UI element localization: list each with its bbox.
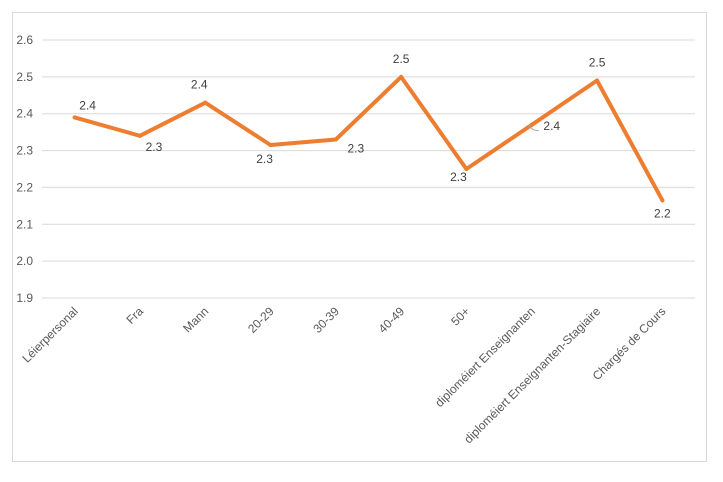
- data-point: [529, 122, 534, 127]
- y-tick-label: 1.9: [16, 291, 33, 305]
- x-tick-label: diploméiert Enseignanten-Stagiaire: [461, 304, 603, 446]
- data-label: 2.2: [654, 206, 671, 220]
- data-point: [333, 137, 338, 142]
- gridlines: [42, 39, 695, 299]
- x-tick-label: 20-29: [245, 304, 277, 336]
- data-point: [660, 198, 665, 203]
- series-layer: [72, 74, 665, 203]
- chart-frame: [12, 12, 707, 462]
- y-tick-label: 2.2: [16, 180, 33, 194]
- y-tick-label: 2.6: [16, 33, 33, 47]
- series-line: [72, 74, 665, 203]
- data-label: 2.4: [543, 119, 560, 133]
- y-tick-label: 2.4: [16, 107, 33, 121]
- data-label: 2.3: [348, 142, 365, 156]
- x-tick-label: Chargés de Cours: [590, 304, 669, 383]
- data-label: 2.3: [450, 170, 467, 184]
- y-tick-label: 2.1: [16, 217, 33, 231]
- y-axis-ticks: 1.9 2.0 2.1 2.2 2.3 2.4 2.5 2.6: [16, 33, 33, 305]
- x-tick-label: Mann: [180, 304, 211, 335]
- y-tick-label: 2.0: [16, 254, 33, 268]
- x-tick-label: 40-49: [376, 304, 408, 336]
- data-label: 2.3: [146, 140, 163, 154]
- data-point: [399, 74, 404, 79]
- data-point: [268, 143, 273, 148]
- data-labels: 2.4 2.3 2.4 2.3 2.3 2.5 2.3 2.4 2.5 2.2: [79, 52, 671, 220]
- data-label: 2.5: [589, 56, 606, 70]
- data-point: [203, 100, 208, 105]
- data-point: [464, 167, 469, 171]
- y-tick-label: 2.5: [16, 70, 33, 84]
- x-tick-label: Léierpersonal: [19, 304, 80, 365]
- data-point: [137, 133, 142, 138]
- data-label: 2.5: [393, 52, 410, 66]
- x-tick-label: Fra: [123, 304, 146, 327]
- data-label: 2.3: [256, 152, 273, 166]
- y-tick-label: 2.3: [16, 144, 33, 158]
- data-label: 2.4: [79, 98, 96, 112]
- x-axis-ticks: Léierpersonal Fra Mann 20-29 30-39 40-49 50+di…: [19, 304, 668, 446]
- label-leader-line: [528, 124, 539, 132]
- data-point: [72, 115, 77, 120]
- data-label: 2.4: [191, 78, 208, 92]
- x-tick-label: 30-39: [310, 304, 342, 336]
- data-point: [595, 78, 600, 83]
- x-tick-label: 50+: [448, 304, 472, 328]
